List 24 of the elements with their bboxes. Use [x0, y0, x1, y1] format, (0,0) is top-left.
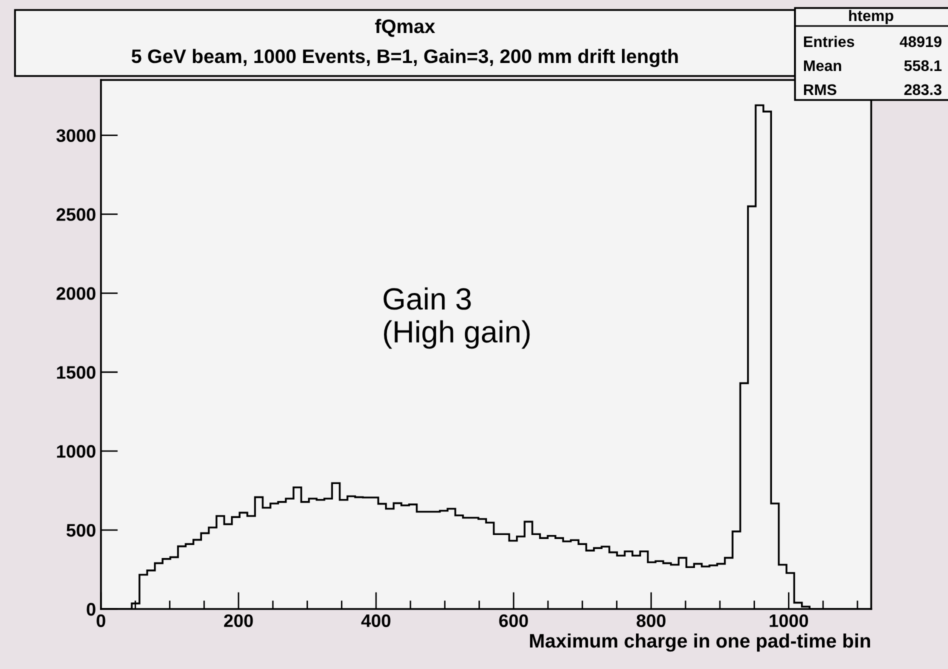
annotation: RMS: [804, 84, 836, 96]
chart-title: fQmax: [375, 18, 436, 37]
y-tick-label: 0: [86, 602, 96, 616]
y-tick-label: 2500: [56, 208, 96, 221]
y-tick-label: 500: [66, 524, 96, 537]
text: 558.1: [904, 60, 942, 72]
y-tick-label: 1000: [57, 445, 96, 458]
text: 48919: [900, 36, 942, 48]
x-tick-label: 1000: [770, 614, 808, 628]
x-tick-label: 800: [636, 614, 666, 628]
text: Entries: [804, 36, 854, 48]
x-tick-label: 400: [361, 614, 390, 628]
text: Mean: [804, 60, 842, 72]
x-tick-label: 200: [224, 614, 253, 628]
text: htemp: [849, 10, 894, 24]
y-tick-label: 2000: [56, 287, 96, 300]
x-tick-label: 0: [96, 614, 106, 628]
y-tick-label: 3000: [56, 129, 96, 142]
x-tick-label: 600: [499, 614, 528, 628]
chart-subtitle: 5 GeV beam, 1000 Events, B=1, Gain=3, 200 mm drift length: [132, 48, 678, 68]
x-axis-title: Maximum charge in one pad-time bin: [530, 633, 870, 652]
y-tick-label: 1500: [57, 366, 96, 379]
annotation: Gain 3 (High gain): [384, 287, 530, 349]
text: 283.3: [904, 84, 942, 96]
